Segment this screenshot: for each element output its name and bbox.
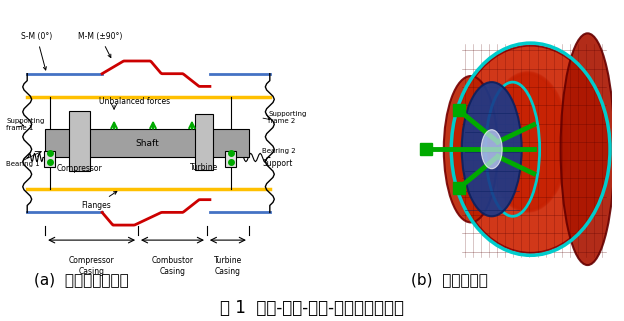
Ellipse shape: [488, 73, 567, 211]
Ellipse shape: [490, 74, 566, 210]
Bar: [195, 114, 213, 169]
Text: Flanges: Flanges: [81, 191, 117, 210]
Text: 图 1  转子-支承-机匣-安装节耦合模型: 图 1 转子-支承-机匣-安装节耦合模型: [220, 299, 404, 317]
Ellipse shape: [444, 76, 498, 222]
Ellipse shape: [487, 72, 568, 212]
Bar: [45, 129, 249, 157]
Bar: [69, 111, 90, 171]
Text: Combustor
Casing: Combustor Casing: [152, 256, 193, 276]
Text: M-M (±90°): M-M (±90°): [78, 32, 122, 57]
Bar: [225, 151, 236, 167]
Ellipse shape: [489, 74, 567, 210]
Text: Compressor
Casing: Compressor Casing: [69, 256, 114, 276]
Ellipse shape: [462, 82, 522, 216]
Ellipse shape: [490, 75, 565, 209]
Text: Compressor: Compressor: [57, 164, 102, 173]
Text: Unbalanced forces: Unbalanced forces: [99, 97, 170, 106]
Text: S-M (0°): S-M (0°): [21, 32, 52, 70]
Text: (b)  有限元模型: (b) 有限元模型: [411, 272, 488, 287]
Ellipse shape: [489, 74, 566, 210]
Bar: [44, 151, 55, 167]
Ellipse shape: [487, 72, 568, 212]
Ellipse shape: [487, 72, 568, 212]
Text: Bearing 2: Bearing 2: [262, 148, 296, 154]
Text: Supporting
frame 2: Supporting frame 2: [268, 111, 306, 124]
Ellipse shape: [489, 73, 567, 211]
Ellipse shape: [487, 73, 568, 211]
Text: Turbine
Casing: Turbine Casing: [214, 256, 242, 276]
Ellipse shape: [490, 74, 565, 209]
Text: Turbine: Turbine: [190, 163, 218, 172]
Ellipse shape: [486, 72, 569, 212]
Ellipse shape: [488, 73, 567, 211]
Ellipse shape: [489, 74, 567, 210]
Text: Shaft: Shaft: [135, 139, 159, 148]
Ellipse shape: [481, 130, 502, 169]
Ellipse shape: [486, 71, 569, 213]
Text: Supporting
frame 1: Supporting frame 1: [6, 118, 44, 131]
Text: (a)  耦合模型示意图: (a) 耦合模型示意图: [34, 272, 129, 287]
Text: Support: Support: [262, 159, 293, 168]
Ellipse shape: [453, 46, 608, 253]
Text: Bearing 1: Bearing 1: [6, 161, 40, 167]
Ellipse shape: [560, 33, 615, 265]
